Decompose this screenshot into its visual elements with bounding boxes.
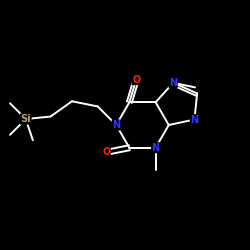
Text: N: N	[112, 120, 120, 130]
Text: N: N	[190, 114, 198, 124]
Text: N: N	[169, 78, 177, 88]
Text: O: O	[102, 147, 110, 157]
Text: N: N	[152, 143, 160, 153]
Text: Si: Si	[20, 114, 31, 124]
Text: O: O	[132, 75, 140, 85]
